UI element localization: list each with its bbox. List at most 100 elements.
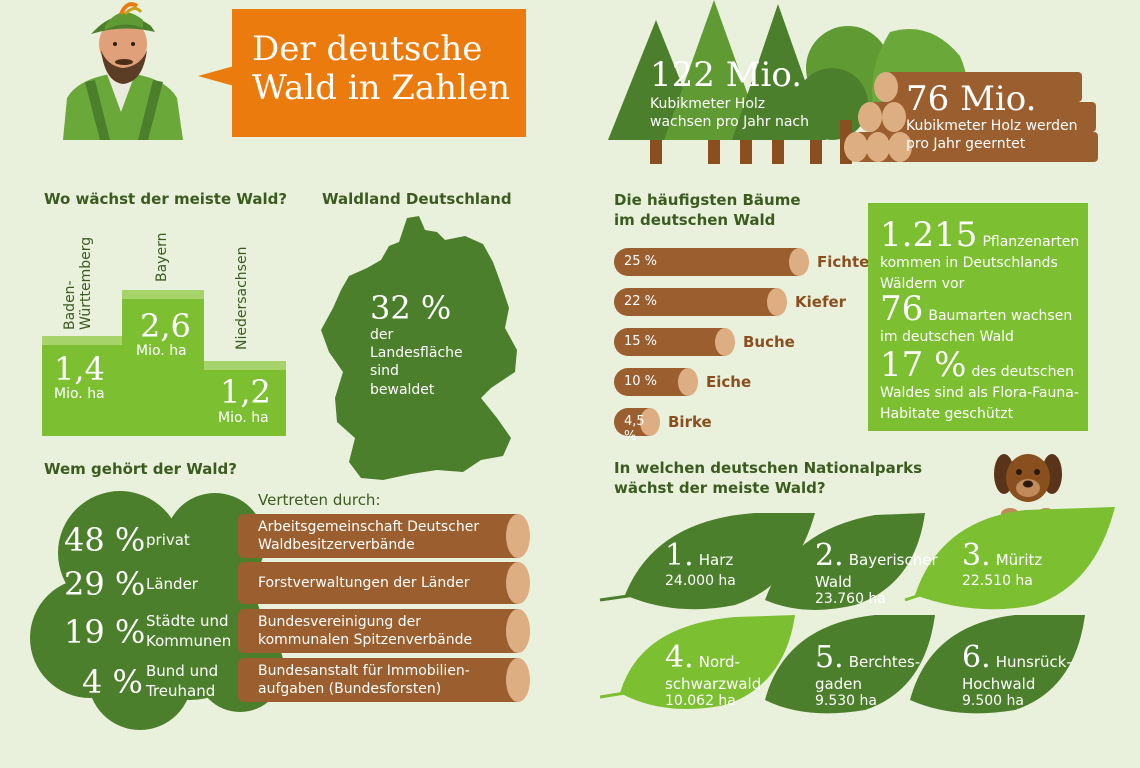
park-4-rank: 4. [665,640,694,675]
map-value: 32 % [370,289,452,327]
tree-bar-end [678,368,698,396]
map-text-1: der [370,327,394,343]
tree-bar: 10 % [614,368,698,396]
tree-name: Eiche [706,373,752,391]
park-5-name-2: gaden [815,675,862,693]
park-5-area: 9.530 ha [815,693,877,709]
parks-heading-2: wächst der meiste Wald? [614,479,826,498]
forester-illustration [63,2,183,140]
stat-tree-species-text: Baumarten wachsen im deutschen Wald [880,308,1073,345]
owner-rep-3-line2: kommunalen Spitzenverbände [258,632,473,648]
harvest-text: Kubikmeter Holz werden pro Jahr geerntet [906,118,1078,152]
tree-name: Kiefer [795,293,847,311]
page-title: Der deutsche Wald in Zahlen [252,29,510,109]
park-1-rank: 1. [665,538,694,573]
park-4: 4. Nord- schwarzwald 10.062 ha [665,640,761,709]
map-text-2: Landesfläche [370,345,463,362]
tree-bar-end [789,248,809,276]
owner-rep-log-4: Bundesanstalt für Immobilien-aufgaben (B… [238,658,530,702]
represented-by-label: Vertreten durch: [258,491,381,509]
park-1-name: Harz [698,551,734,569]
state-label-bayern: Bayern [154,232,170,282]
owner-name-municipal-2: Kommunen [146,631,232,650]
owner-rep-1-line2: Waldbesitzerverbände [258,537,415,553]
parks-heading: In welchen deutschen Nationalparks wächs… [614,458,922,499]
map-text: der Landesfläche sind bewaldet [370,326,463,399]
stat-habitats-text: des deutschen Waldes sind als Flora-Faun… [880,364,1079,422]
owner-rep-4-line2: aufgaben (Bundesforsten) [258,681,442,697]
park-1: 1. Harz 24.000 ha [665,538,736,589]
map-text-4: bewaldet [370,381,435,398]
state-name-bw-1: Baden- [62,280,78,330]
owner-rep-log-2: Forstverwaltungen der Länder [238,562,530,604]
trees-heading-2: im deutschen Wald [614,211,776,230]
park-4-name-1: Nord- [698,653,740,671]
tree-pct: 22 % [624,294,658,309]
tree-bar-end [715,328,735,356]
podium-bayern [122,290,204,436]
owners-heading: Wem gehört der Wald? [44,460,237,478]
owner-rep-3-line1: Bundesvereinigung der [258,613,421,630]
stat-plants-value: 1.215 [880,215,978,255]
owner-name-federal-2: Treuhand [146,681,216,700]
tree-name: Birke [668,413,712,431]
owner-name-municipal: Städte und Kommunen [146,612,231,651]
park-6-name-2: Hochwald [962,675,1036,693]
tree-pct: 4,5 % [624,414,645,444]
harvest-value: 76 Mio. [906,79,1037,119]
tree-bar: 25 % [614,248,809,276]
state-unit-bayern: Mio. ha [136,343,187,359]
park-5-rank: 5. [815,640,844,675]
state-unit-niedersachsen: Mio. ha [218,410,269,426]
owner-name-municipal-1: Städte und [146,612,229,630]
park-2-name-2: Wald [815,573,852,591]
parks-leaves [599,507,1115,714]
states-heading: Wo wächst der meiste Wald? [44,190,288,208]
owner-rep-2-line1: Forstverwaltungen der Länder [258,574,470,591]
tree-pct: 15 % [624,334,658,349]
growth-text: Kubikmeter Holz wachsen pro Jahr nach [650,96,809,130]
park-5-name-1: Berchtes- [848,653,921,671]
tree-bar: 15 % [614,328,735,356]
podium-bw [42,336,124,436]
park-6-area: 9.500 ha [962,693,1024,709]
park-2-area: 23.760 ha [815,591,886,607]
park-3-rank: 3. [962,538,991,573]
stat-tree-species: 76 Baumarten wachsen im deutschen Wald [880,292,1080,347]
tree-bar: 22 % [614,288,787,316]
tree-bar-end [767,288,787,316]
owner-name-federal: Bund und Treuhand [146,662,218,701]
map-text-3: sind [370,363,399,380]
park-4-area: 10.062 ha [665,693,736,709]
park-4-name-2: schwarzwald [665,675,762,693]
owner-pct-private: 48 % [64,521,146,559]
tree-bar-end [640,408,660,436]
owner-pct-municipal: 19 % [64,613,146,651]
trees-heading: Die häufigsten Bäume im deutschen Wald [614,190,801,231]
stat-plants-text: Pflanzenarten kommen in Deutschlands Wäl… [880,234,1080,292]
state-label-niedersachsen: Niedersachsen [234,246,250,350]
park-1-area: 24.000 ha [665,573,736,589]
park-6-rank: 6. [962,640,991,675]
owner-rep-1-line1: Arbeitsgemeinschaft Deutscher [258,518,480,535]
tree-pct: 25 % [624,254,658,269]
owner-name-federal-1: Bund und [146,662,219,680]
park-3: 3. Müritz 22.510 ha [962,538,1042,589]
park-5: 5. Berchtes- gaden 9.530 ha [815,640,920,709]
owner-pct-federal: 4 % [82,663,143,701]
stat-plants: 1.215 Pflanzenarten kommen in Deutschlan… [880,218,1080,293]
state-value-bw: 1,4 [54,350,105,388]
title-pointer [198,66,234,86]
tree-pct: 10 % [624,374,658,389]
park-2-name-1: Bayerischer [848,551,938,569]
map-heading: Waldland Deutschland [322,190,512,208]
state-unit-bw: Mio. ha [54,386,105,402]
tree-bar: 4,5 % [614,408,660,444]
stats-box [868,203,1088,431]
stat-tree-species-value: 76 [880,289,924,329]
park-6-name-1: Hunsrück- [995,653,1072,671]
state-value-bayern: 2,6 [140,307,191,345]
stat-habitats-value: 17 % [880,345,967,385]
parks-heading-1: In welchen deutschen Nationalparks [614,459,923,477]
growth-value: 122 Mio. [650,55,803,95]
